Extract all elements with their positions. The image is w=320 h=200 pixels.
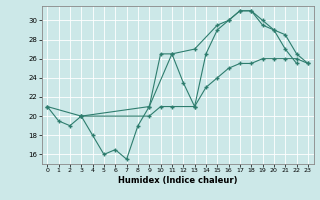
X-axis label: Humidex (Indice chaleur): Humidex (Indice chaleur) bbox=[118, 176, 237, 185]
